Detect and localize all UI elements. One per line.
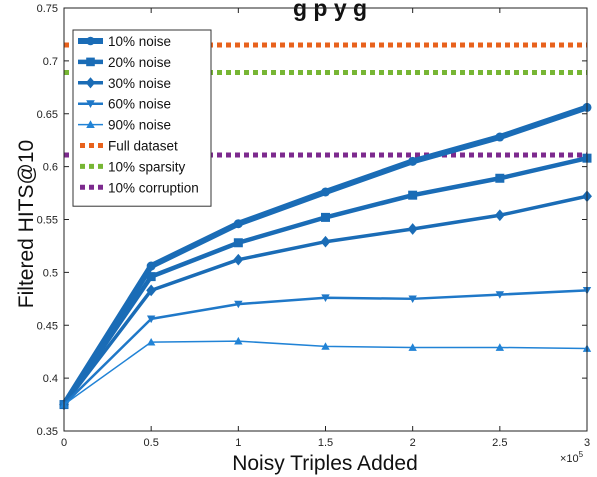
data-point-s4-4	[321, 294, 330, 302]
legend-marker-3	[85, 77, 96, 89]
y-tick-label-6: 0.6	[43, 162, 58, 174]
data-point-s5-2	[146, 337, 156, 346]
x-tick-label-3: 1	[235, 437, 241, 449]
legend-marker-4	[86, 100, 95, 108]
data-point-s1-5	[408, 156, 418, 166]
legend-label-4: 60% noise	[108, 97, 171, 112]
y-tick-label-3: 0.45	[37, 320, 58, 332]
data-point-s4-2	[146, 315, 156, 324]
data-point-s2-6	[495, 173, 505, 183]
legend-label-6: Full dataset	[108, 139, 178, 154]
x-tick-label-5: 2	[410, 437, 416, 449]
data-point-s3-2	[146, 284, 157, 297]
data-point-s3-4	[320, 235, 331, 248]
legend-marker-2	[86, 57, 95, 67]
legend-label-7: 10% sparsity	[108, 159, 186, 174]
legend-label-8: 10% corruption	[108, 180, 199, 195]
data-point-s1-2	[146, 261, 156, 271]
data-point-s1-3	[233, 219, 243, 229]
legend-box	[72, 29, 212, 207]
axes: 0 0.5 1 1.5 2 2.5 3 0.35 0.4 0.45 0.5 0.55 0.6 0.65 0.…	[37, 3, 590, 449]
y-tick-label-1: 0.35	[37, 426, 58, 438]
data-point-s2-3	[233, 238, 243, 248]
legend-label-5: 90% noise	[108, 118, 171, 133]
chart-title: g p y g	[293, 0, 367, 21]
data-point-s4-6	[495, 291, 505, 299]
data-point-s4-5	[408, 295, 417, 304]
legend: 10% noise 20% noise 30% noise 60% noise 90% …	[72, 29, 212, 207]
y-tick-label-4: 0.5	[43, 267, 58, 279]
series-line-5	[63, 340, 588, 406]
y-tick-label-5: 0.55	[37, 215, 58, 227]
data-point-s2-2	[146, 272, 156, 282]
data-point-s3-6	[494, 209, 505, 222]
data-point-s1-6	[495, 132, 505, 142]
y-tick-label-7: 0.65	[37, 109, 58, 121]
data-point-s5-3	[234, 336, 243, 345]
data-point-s2-4	[321, 212, 330, 222]
legend-label-2: 20% noise	[108, 55, 171, 70]
x-tick-label-2: 0.5	[144, 437, 159, 449]
y-tick-label-9: 0.75	[37, 3, 58, 15]
data-point-s5-6	[495, 343, 505, 351]
x-tick-label-7: 3	[584, 437, 590, 449]
series-group	[59, 102, 592, 411]
legend-marker-1	[86, 36, 95, 46]
x-tick-label-4: 1.5	[318, 437, 333, 449]
x-axis-label: Noisy Triples Added	[232, 452, 418, 475]
data-point-s1-4	[321, 187, 330, 197]
y-tick-label-2: 0.4	[43, 373, 58, 385]
y-axis-label: Filtered HITS@10	[15, 140, 38, 308]
data-point-s2-5	[408, 190, 418, 200]
data-point-s5-5	[408, 343, 417, 351]
x-tick-label-6: 2.5	[492, 437, 507, 449]
legend-label-1: 10% noise	[108, 34, 171, 49]
data-point-s5-4	[321, 342, 330, 350]
y-tick-label-8: 0.7	[43, 56, 58, 68]
x-tick-label-1: 0	[61, 437, 67, 449]
data-point-s4-3	[234, 300, 243, 309]
legend-marker-5	[86, 120, 95, 129]
data-point-s3-3	[233, 253, 244, 266]
data-point-s3-5	[407, 223, 418, 235]
reference-lines	[64, 42, 587, 158]
legend-label-3: 30% noise	[108, 76, 171, 91]
x-multiplier: ×105	[560, 450, 584, 465]
